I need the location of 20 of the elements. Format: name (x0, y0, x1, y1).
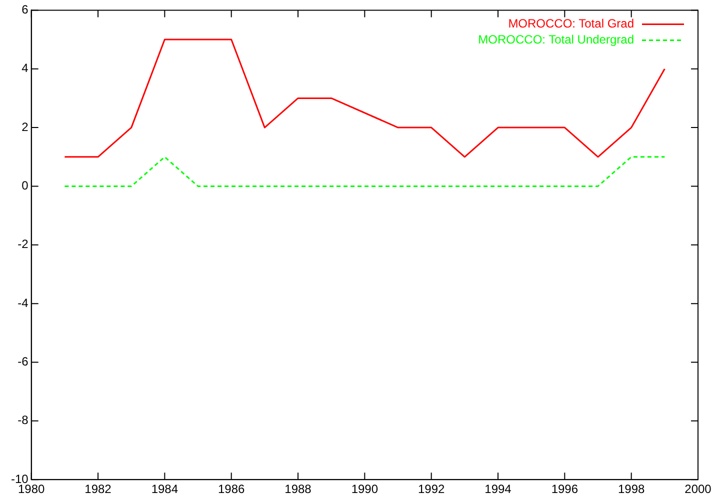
y-tick-label: 4 (22, 61, 29, 76)
y-tick-label: -6 (18, 354, 29, 369)
y-tick-label: -4 (18, 296, 29, 310)
legend-label: MOROCCO: Total Grad (508, 16, 634, 31)
y-tick-label: 2 (22, 120, 29, 134)
x-tick-label: 1986 (218, 482, 246, 496)
x-tick-label: 1988 (284, 482, 312, 496)
x-tick-label: 1998 (618, 482, 646, 496)
x-tick-label: 2000 (684, 482, 712, 496)
x-tick-label: 1996 (551, 482, 578, 496)
y-tick-label: 6 (22, 2, 29, 17)
y-tick-label: -2 (18, 237, 29, 252)
y-tick-label: -8 (18, 413, 29, 428)
x-tick-label: 1982 (84, 482, 112, 496)
x-tick-label: 1984 (151, 482, 178, 496)
legend-label: MOROCCO: Total Undergrad (478, 32, 634, 47)
y-tick-label: 0 (22, 178, 29, 193)
x-tick-label: 1994 (484, 482, 512, 496)
x-tick-label: 1990 (351, 482, 378, 496)
x-tick-label: 1992 (418, 482, 446, 496)
